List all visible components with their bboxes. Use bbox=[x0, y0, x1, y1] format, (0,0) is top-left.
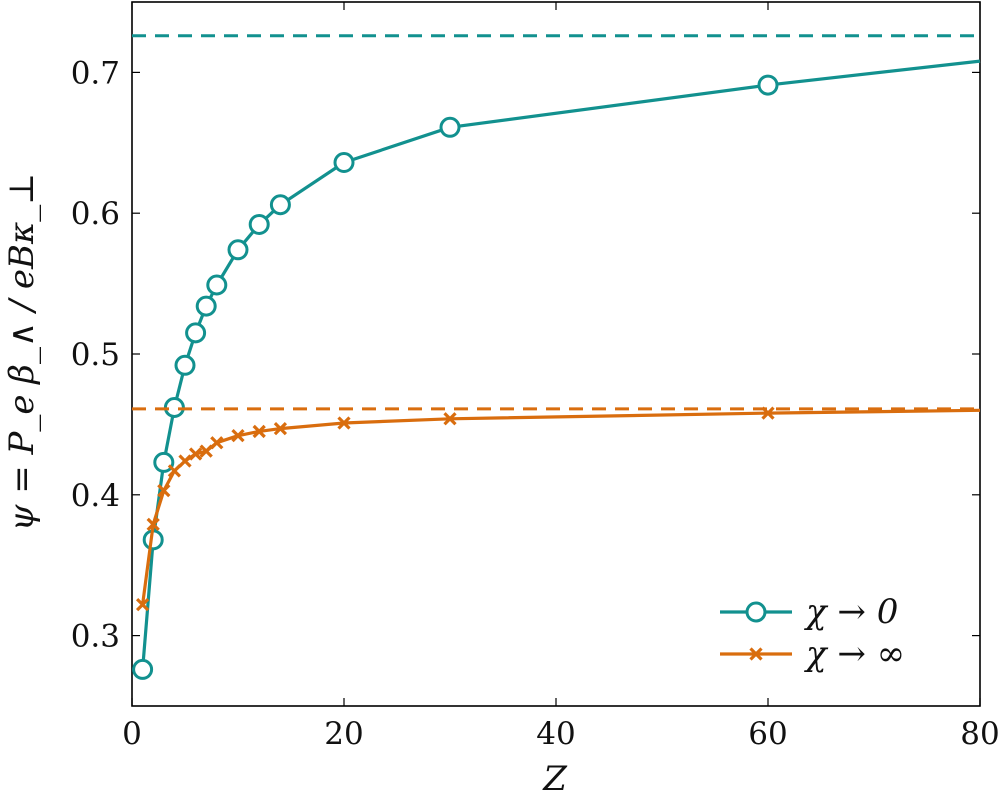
data-point bbox=[132, 658, 154, 680]
data-point bbox=[146, 517, 160, 531]
series-1 bbox=[132, 406, 981, 612]
marker-stroke bbox=[252, 424, 266, 439]
data-point bbox=[252, 424, 266, 439]
plot-area bbox=[132, 34, 981, 680]
marker-stroke bbox=[188, 447, 203, 461]
legend-label: χ → ∞ bbox=[804, 634, 905, 674]
data-point bbox=[231, 429, 245, 443]
data-point bbox=[761, 406, 775, 420]
legend: χ → 0χ → ∞ bbox=[720, 592, 905, 674]
data-point bbox=[227, 239, 249, 261]
data-point bbox=[157, 483, 171, 498]
y-tick-label: 0.5 bbox=[71, 337, 120, 373]
data-point bbox=[439, 116, 461, 138]
data-point bbox=[167, 464, 182, 478]
data-point bbox=[206, 274, 228, 296]
x-axis-label: Z bbox=[542, 759, 568, 799]
legend-item-0: χ → 0 bbox=[720, 592, 898, 632]
data-point bbox=[188, 447, 203, 461]
series-line bbox=[141, 59, 981, 670]
marker-stroke bbox=[199, 444, 213, 458]
x-tick-label: 20 bbox=[324, 716, 363, 752]
marker-stroke bbox=[146, 517, 160, 531]
x-tick-label: 80 bbox=[960, 716, 999, 752]
x-tick-label: 60 bbox=[748, 716, 787, 752]
data-point bbox=[269, 194, 291, 216]
data-point bbox=[273, 421, 288, 436]
data-point bbox=[757, 74, 779, 96]
x-tick-label: 40 bbox=[536, 716, 575, 752]
data-point bbox=[248, 213, 270, 235]
marker-stroke bbox=[167, 464, 182, 478]
legend-item-1: χ → ∞ bbox=[720, 634, 905, 674]
marker-stroke bbox=[231, 429, 245, 443]
axes: 0 20 40 60 80 0.3 0.4 0.5 0.6 0.7 bbox=[71, 1, 1000, 752]
legend-marker bbox=[749, 647, 763, 661]
x-tick-label: 0 bbox=[122, 716, 142, 752]
marker-stroke bbox=[157, 483, 171, 498]
marker-stroke bbox=[761, 406, 775, 420]
marker-stroke bbox=[273, 421, 288, 436]
data-point bbox=[333, 152, 355, 174]
legend-marker bbox=[745, 601, 767, 623]
marker-stroke bbox=[178, 454, 192, 468]
data-point bbox=[199, 444, 213, 458]
data-point bbox=[210, 436, 224, 450]
data-point bbox=[135, 597, 150, 612]
marker-stroke bbox=[443, 412, 457, 426]
y-tick-label: 0.3 bbox=[71, 619, 120, 655]
legend-label: χ → 0 bbox=[804, 592, 898, 632]
y-tick-label: 0.7 bbox=[71, 55, 120, 91]
marker-stroke bbox=[337, 416, 351, 430]
data-point bbox=[195, 295, 217, 317]
y-tick-label: 0.6 bbox=[71, 196, 120, 232]
y-tick-label: 0.4 bbox=[71, 478, 120, 514]
data-point bbox=[337, 416, 351, 430]
series-0 bbox=[132, 34, 981, 680]
y-axis-label: ψ = P_e β_∧ / eBκ_⊥ bbox=[2, 173, 42, 532]
data-point bbox=[443, 412, 457, 426]
data-point bbox=[185, 322, 207, 344]
marker-stroke bbox=[210, 436, 224, 450]
data-point bbox=[178, 454, 192, 468]
data-point bbox=[174, 354, 196, 376]
series-line bbox=[141, 408, 981, 605]
marker-stroke bbox=[135, 597, 150, 612]
